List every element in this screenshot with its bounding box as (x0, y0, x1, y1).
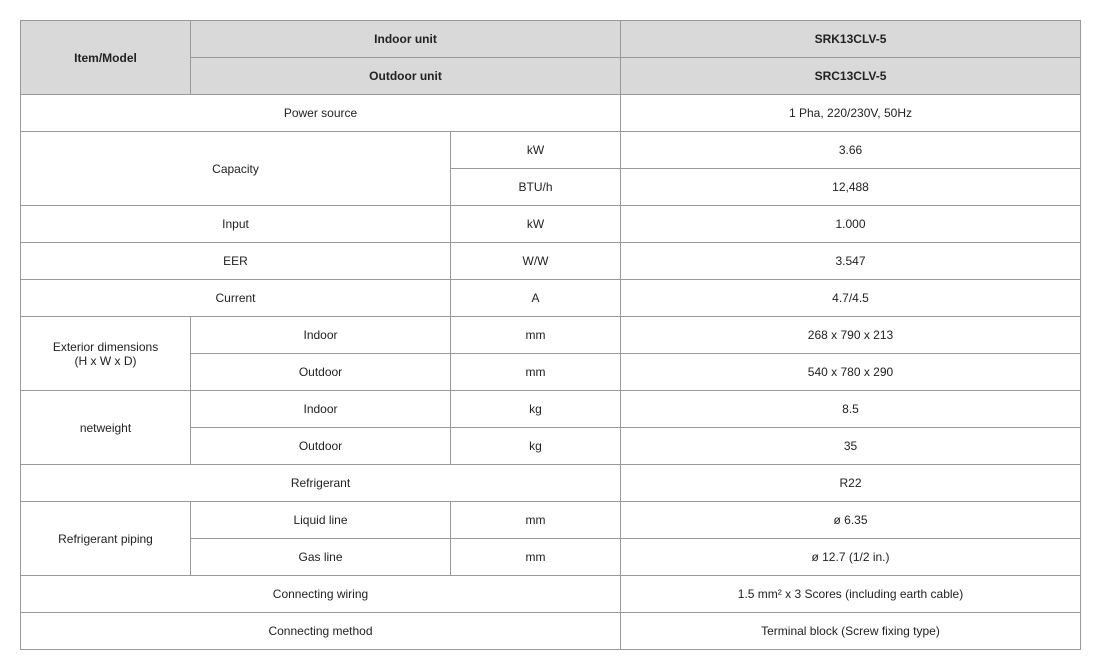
refpiping-liquid-label: Liquid line (191, 502, 451, 539)
connecting-wiring-label: Connecting wiring (21, 576, 621, 613)
extdims-label-main: Exterior dimensions (31, 340, 180, 354)
header-outdoor-unit-value: SRC13CLV-5 (621, 58, 1081, 95)
extdims-indoor-value: 268 x 790 x 213 (621, 317, 1081, 354)
current-label: Current (21, 280, 451, 317)
extdims-label-sub: (H x W x D) (31, 354, 180, 368)
netweight-outdoor-value: 35 (621, 428, 1081, 465)
netweight-outdoor-unit: kg (451, 428, 621, 465)
refrigerant-label: Refrigerant (21, 465, 621, 502)
refpiping-gas-value: ø 12.7 (1/2 in.) (621, 539, 1081, 576)
capacity-kw-value: 3.66 (621, 132, 1081, 169)
current-value: 4.7/4.5 (621, 280, 1081, 317)
eer-value: 3.547 (621, 243, 1081, 280)
header-item-model: Item/Model (21, 21, 191, 95)
extdims-label: Exterior dimensions (H x W x D) (21, 317, 191, 391)
extdims-indoor-label: Indoor (191, 317, 451, 354)
input-unit: kW (451, 206, 621, 243)
extdims-indoor-unit: mm (451, 317, 621, 354)
refpiping-label: Refrigerant piping (21, 502, 191, 576)
refpiping-liquid-value: ø 6.35 (621, 502, 1081, 539)
power-source-label: Power source (21, 95, 621, 132)
connecting-method-value: Terminal block (Screw fixing type) (621, 613, 1081, 650)
eer-unit: W/W (451, 243, 621, 280)
capacity-kw-unit: kW (451, 132, 621, 169)
header-indoor-unit-value: SRK13CLV-5 (621, 21, 1081, 58)
extdims-outdoor-unit: mm (451, 354, 621, 391)
netweight-indoor-label: Indoor (191, 391, 451, 428)
input-value: 1.000 (621, 206, 1081, 243)
header-outdoor-unit-label: Outdoor unit (191, 58, 621, 95)
capacity-label: Capacity (21, 132, 451, 206)
eer-label: EER (21, 243, 451, 280)
spec-table: Item/Model Indoor unit SRK13CLV-5 Outdoo… (20, 20, 1081, 650)
refpiping-gas-label: Gas line (191, 539, 451, 576)
netweight-label: netweight (21, 391, 191, 465)
netweight-indoor-value: 8.5 (621, 391, 1081, 428)
extdims-outdoor-value: 540 x 780 x 290 (621, 354, 1081, 391)
netweight-outdoor-label: Outdoor (191, 428, 451, 465)
current-unit: A (451, 280, 621, 317)
header-indoor-unit-label: Indoor unit (191, 21, 621, 58)
refpiping-gas-unit: mm (451, 539, 621, 576)
connecting-wiring-value: 1.5 mm² x 3 Scores (including earth cabl… (621, 576, 1081, 613)
power-source-value: 1 Pha, 220/230V, 50Hz (621, 95, 1081, 132)
input-label: Input (21, 206, 451, 243)
capacity-btu-unit: BTU/h (451, 169, 621, 206)
capacity-btu-value: 12,488 (621, 169, 1081, 206)
refpiping-liquid-unit: mm (451, 502, 621, 539)
extdims-outdoor-label: Outdoor (191, 354, 451, 391)
connecting-method-label: Connecting method (21, 613, 621, 650)
refrigerant-value: R22 (621, 465, 1081, 502)
netweight-indoor-unit: kg (451, 391, 621, 428)
